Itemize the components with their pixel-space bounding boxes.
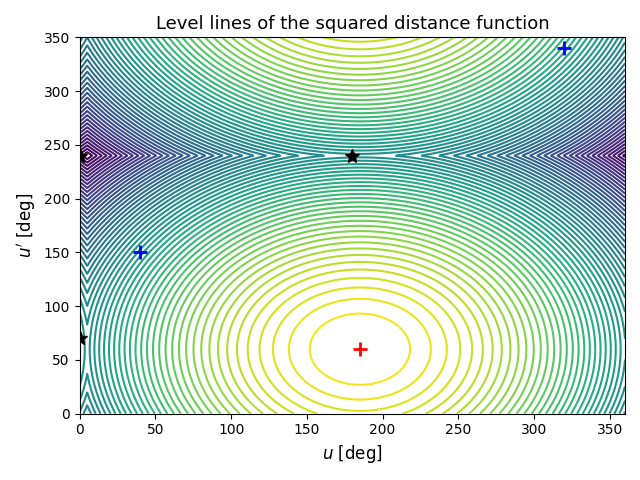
X-axis label: $u$ [deg]: $u$ [deg] [322, 443, 383, 465]
Title: Level lines of the squared distance function: Level lines of the squared distance func… [156, 15, 549, 33]
Y-axis label: $u'$ [deg]: $u'$ [deg] [15, 193, 38, 258]
